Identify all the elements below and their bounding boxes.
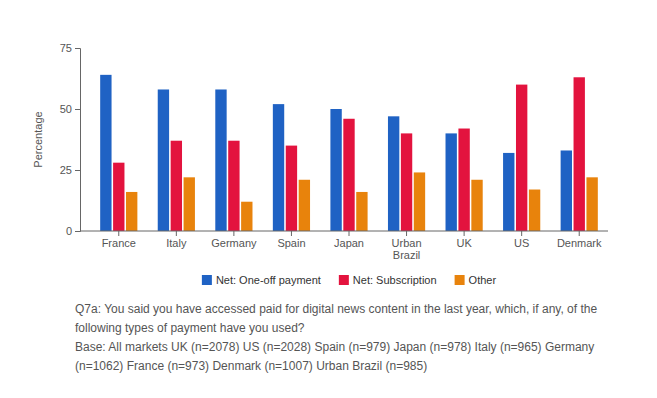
y-tick-label: 75 <box>60 42 72 54</box>
x-tick-mark <box>118 231 119 236</box>
bar <box>458 129 469 231</box>
bar <box>241 202 252 231</box>
legend: Net: One-off payment Net: Subscription Oth… <box>202 274 497 286</box>
bar <box>446 133 457 231</box>
x-tick: UK <box>456 231 472 249</box>
bar-series <box>113 77 585 231</box>
x-tick-label: US <box>514 237 529 249</box>
x-tick-label: Germany <box>211 237 257 249</box>
bar <box>503 153 514 231</box>
x-tick: Japan <box>334 231 364 249</box>
bar <box>586 177 597 231</box>
bar <box>228 141 239 231</box>
x-axis-line <box>80 231 608 232</box>
y-tick-mark <box>75 170 80 171</box>
bar <box>471 180 482 231</box>
y-tick: 25 <box>60 164 80 176</box>
x-tick-mark <box>176 231 177 236</box>
legend-item: Other <box>455 274 497 286</box>
bar-series <box>100 75 572 231</box>
x-tick: Italy <box>166 231 187 249</box>
bar <box>529 190 540 231</box>
y-tick-mark <box>75 231 80 232</box>
x-tick-label: Spain <box>277 237 305 249</box>
bars <box>100 75 598 231</box>
y-tick-label: 25 <box>60 164 72 176</box>
x-tick-label: Japan <box>334 237 364 249</box>
x-tick: Spain <box>277 231 305 249</box>
legend-label: Other <box>469 274 497 286</box>
bar <box>100 75 111 231</box>
bar <box>574 77 585 231</box>
x-tick-mark <box>464 231 465 236</box>
x-tick-mark <box>349 231 350 236</box>
legend-swatch <box>202 275 212 285</box>
y-tick-label: 50 <box>60 103 72 115</box>
bar <box>158 89 169 231</box>
x-axis: France Italy Germany Spain Japan UrbanBrazil U… <box>80 231 608 261</box>
legend-swatch <box>455 275 465 285</box>
legend-item: Net: One-off payment <box>202 274 321 286</box>
x-tick: Germany <box>211 231 257 249</box>
x-tick: Denmark <box>557 231 602 249</box>
x-tick-label: France <box>102 237 136 249</box>
bar <box>356 192 367 231</box>
y-tick: 0 <box>66 225 80 237</box>
y-tick-label: 0 <box>66 225 72 237</box>
x-tick: UrbanBrazil <box>392 231 422 261</box>
x-tick-mark <box>579 231 580 236</box>
bar <box>401 133 412 231</box>
y-tick-mark <box>75 48 80 49</box>
y-tick-mark <box>75 109 80 110</box>
x-tick-mark <box>291 231 292 236</box>
annotation: Q7a: You said you have accessed paid for… <box>75 300 635 338</box>
legend-label: Net: Subscription <box>353 274 437 286</box>
bar <box>343 119 354 231</box>
x-tick-label: UrbanBrazil <box>392 237 422 262</box>
x-tick-mark <box>406 231 407 236</box>
bar <box>388 116 399 231</box>
notes: Q7a: You said you have accessed paid for… <box>75 300 635 376</box>
x-tick-mark <box>233 231 234 236</box>
bar <box>516 85 527 231</box>
bar <box>414 172 425 231</box>
bar <box>171 141 182 231</box>
x-tick-label: UK <box>456 237 472 249</box>
y-axis-line <box>75 49 81 232</box>
bar <box>184 177 195 231</box>
x-tick-mark <box>521 231 522 236</box>
bar <box>273 104 284 231</box>
chart: 0 25 50 75 France Italy Germany Spain Japan Urban… <box>0 0 657 298</box>
legend-swatch <box>339 275 349 285</box>
bar <box>113 163 124 231</box>
x-tick: France <box>102 231 136 249</box>
bar <box>299 180 310 231</box>
x-tick-label: Italy <box>166 237 187 249</box>
bar-series <box>126 172 598 231</box>
bar <box>215 89 226 231</box>
annotation: Base: All markets UK (n=2078) US (n=2028… <box>75 338 635 376</box>
y-axis: 0 25 50 75 <box>60 42 81 237</box>
y-tick: 50 <box>60 103 80 115</box>
legend-item: Net: Subscription <box>339 274 437 286</box>
bar <box>330 109 341 231</box>
x-tick-label: Denmark <box>557 237 602 249</box>
bar <box>561 150 572 231</box>
bar <box>286 146 297 231</box>
y-axis-title: Percentage <box>32 111 44 167</box>
bar <box>126 192 137 231</box>
x-tick: US <box>514 231 529 249</box>
y-tick: 75 <box>60 42 80 54</box>
legend-label: Net: One-off payment <box>216 274 321 286</box>
